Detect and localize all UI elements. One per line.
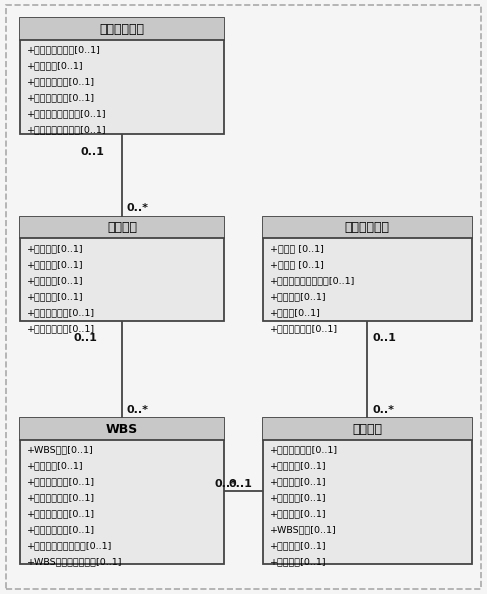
- Text: +基本计量单位[0..1]: +基本计量单位[0..1]: [270, 324, 338, 333]
- Text: +产品组[0..1]: +产品组[0..1]: [270, 308, 321, 317]
- Text: 0..*: 0..*: [372, 405, 394, 415]
- Text: +项目名称[0..1]: +项目名称[0..1]: [27, 260, 84, 269]
- Bar: [263, 419, 472, 564]
- Text: +物料号 [0..1]: +物料号 [0..1]: [270, 260, 324, 269]
- Text: +项目编码[0..1]: +项目编码[0..1]: [27, 244, 84, 253]
- Text: 0..1: 0..1: [81, 147, 105, 157]
- Text: +预估金额[0..1]: +预估金额[0..1]: [270, 510, 327, 519]
- Text: +项目性质[0..1]: +项目性质[0..1]: [27, 276, 84, 285]
- Text: +物料类型[0..1]: +物料类型[0..1]: [270, 292, 327, 301]
- Text: +实际开始时间[0..1]: +实际开始时间[0..1]: [27, 324, 95, 333]
- Text: +成本归集与分摊标识[0..1]: +成本归集与分摊标识[0..1]: [27, 542, 113, 551]
- Text: 0..1: 0..1: [229, 479, 253, 489]
- Text: 0..*: 0..*: [127, 203, 149, 213]
- Text: +计量单位[0..1]: +计量单位[0..1]: [270, 558, 327, 567]
- Bar: [20, 18, 224, 134]
- Text: 年度综合计划: 年度综合计划: [100, 23, 145, 36]
- Text: 0..1: 0..1: [74, 333, 97, 343]
- Text: +费用编码[0..1]: +费用编码[0..1]: [27, 462, 84, 470]
- Text: +实际结算时间[0..1]: +实际结算时间[0..1]: [27, 510, 95, 519]
- Text: WBS: WBS: [106, 423, 138, 435]
- Bar: [20, 217, 224, 238]
- Text: +项目内容[0..1]: +项目内容[0..1]: [27, 292, 84, 301]
- Text: +投资年份[0..1]: +投资年份[0..1]: [27, 62, 84, 71]
- Text: +实际完工时间[0..1]: +实际完工时间[0..1]: [27, 478, 95, 486]
- Text: +综合计划下达[0..1]: +综合计划下达[0..1]: [27, 78, 95, 87]
- Bar: [20, 18, 224, 40]
- Text: +实际结束时间[0..1]: +实际结束时间[0..1]: [27, 308, 95, 317]
- Text: 0..*: 0..*: [127, 405, 149, 415]
- Text: +物料描述（短文本）[0..1]: +物料描述（短文本）[0..1]: [270, 276, 356, 285]
- Bar: [263, 217, 472, 321]
- Text: +综合计划开始时间[0..1]: +综合计划开始时间[0..1]: [27, 126, 107, 135]
- Bar: [20, 419, 224, 440]
- Text: +实际开工时间[0..1]: +实际开工时间[0..1]: [27, 526, 95, 535]
- Text: +行项目号[0..1]: +行项目号[0..1]: [270, 462, 327, 470]
- Text: +综合总投资金额[0..1]: +综合总投资金额[0..1]: [27, 46, 101, 55]
- Text: 0..1: 0..1: [372, 333, 396, 343]
- Text: +WBS归集的费用金额[0..1]: +WBS归集的费用金额[0..1]: [27, 558, 123, 567]
- Text: +物料组 [0..1]: +物料组 [0..1]: [270, 244, 324, 253]
- Bar: [263, 419, 472, 440]
- Text: +综合计划下达时间[0..1]: +综合计划下达时间[0..1]: [27, 110, 107, 119]
- Text: 采购申请: 采购申请: [352, 423, 382, 435]
- Text: +需求部门[0..1]: +需求部门[0..1]: [270, 542, 327, 551]
- Text: 物料基本信息: 物料基本信息: [345, 221, 390, 234]
- Bar: [263, 217, 472, 238]
- Text: +采购申请编号[0..1]: +采购申请编号[0..1]: [270, 446, 338, 455]
- Text: +实际决算时间[0..1]: +实际决算时间[0..1]: [27, 494, 95, 503]
- Text: +申请数量[0..1]: +申请数量[0..1]: [270, 494, 327, 503]
- Text: 0..*: 0..*: [214, 479, 236, 489]
- Text: +WBS编码[0..1]: +WBS编码[0..1]: [27, 446, 94, 455]
- Text: 项目定义: 项目定义: [107, 221, 137, 234]
- Text: +物料编码[0..1]: +物料编码[0..1]: [270, 478, 327, 486]
- Text: +综合计划上报[0..1]: +综合计划上报[0..1]: [27, 94, 95, 103]
- Bar: [20, 419, 224, 564]
- Text: +WBS编码[0..1]: +WBS编码[0..1]: [270, 526, 337, 535]
- Bar: [20, 217, 224, 321]
